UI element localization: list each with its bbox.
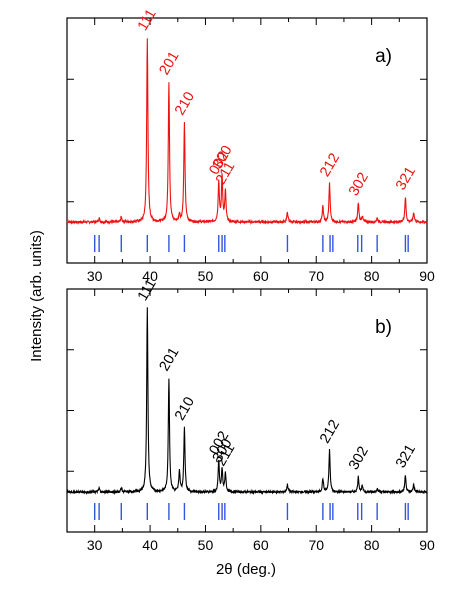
peak-label-321: 321: [393, 442, 419, 471]
x-tick-label: 90: [419, 537, 435, 553]
x-tick-label: 70: [308, 537, 324, 553]
peak-label-212: 212: [317, 151, 343, 180]
peak-label-210: 210: [172, 394, 198, 423]
plot-frame-panel-2: [66, 288, 428, 533]
x-tick-label: 60: [253, 268, 269, 284]
x-tick-label: 40: [142, 268, 158, 284]
x-tick-label: 50: [198, 537, 214, 553]
xrd-pattern-panel-2: [66, 307, 428, 496]
x-tick-label: 80: [364, 268, 380, 284]
x-axis-label: 2θ (deg.): [216, 561, 276, 578]
x-tick-label: 50: [198, 268, 214, 284]
x-tick-label: 30: [87, 537, 103, 553]
peak-label-201: 201: [157, 49, 183, 78]
peak-label-302: 302: [346, 170, 372, 199]
peak-label-302: 302: [346, 444, 372, 473]
peak-label-111: 111: [135, 7, 160, 34]
xrd-pattern-panel-1: [66, 38, 428, 226]
peak-label-321: 321: [393, 164, 419, 193]
peak-label-210: 210: [172, 89, 198, 118]
panel-label: a): [375, 46, 392, 67]
x-tick-label: 80: [364, 537, 380, 553]
x-tick-label: 60: [253, 537, 269, 553]
peak-label-201: 201: [157, 345, 183, 374]
plot-frame-panel-1: [66, 17, 428, 264]
x-tick-label: 30: [87, 268, 103, 284]
x-tick-label: 70: [308, 268, 324, 284]
y-axis-label: Intensity (arb. units): [28, 230, 45, 362]
x-tick-label: 90: [419, 268, 435, 284]
x-tick-label: 40: [142, 537, 158, 553]
panel-label: b): [375, 317, 392, 338]
peak-label-212: 212: [317, 417, 343, 446]
